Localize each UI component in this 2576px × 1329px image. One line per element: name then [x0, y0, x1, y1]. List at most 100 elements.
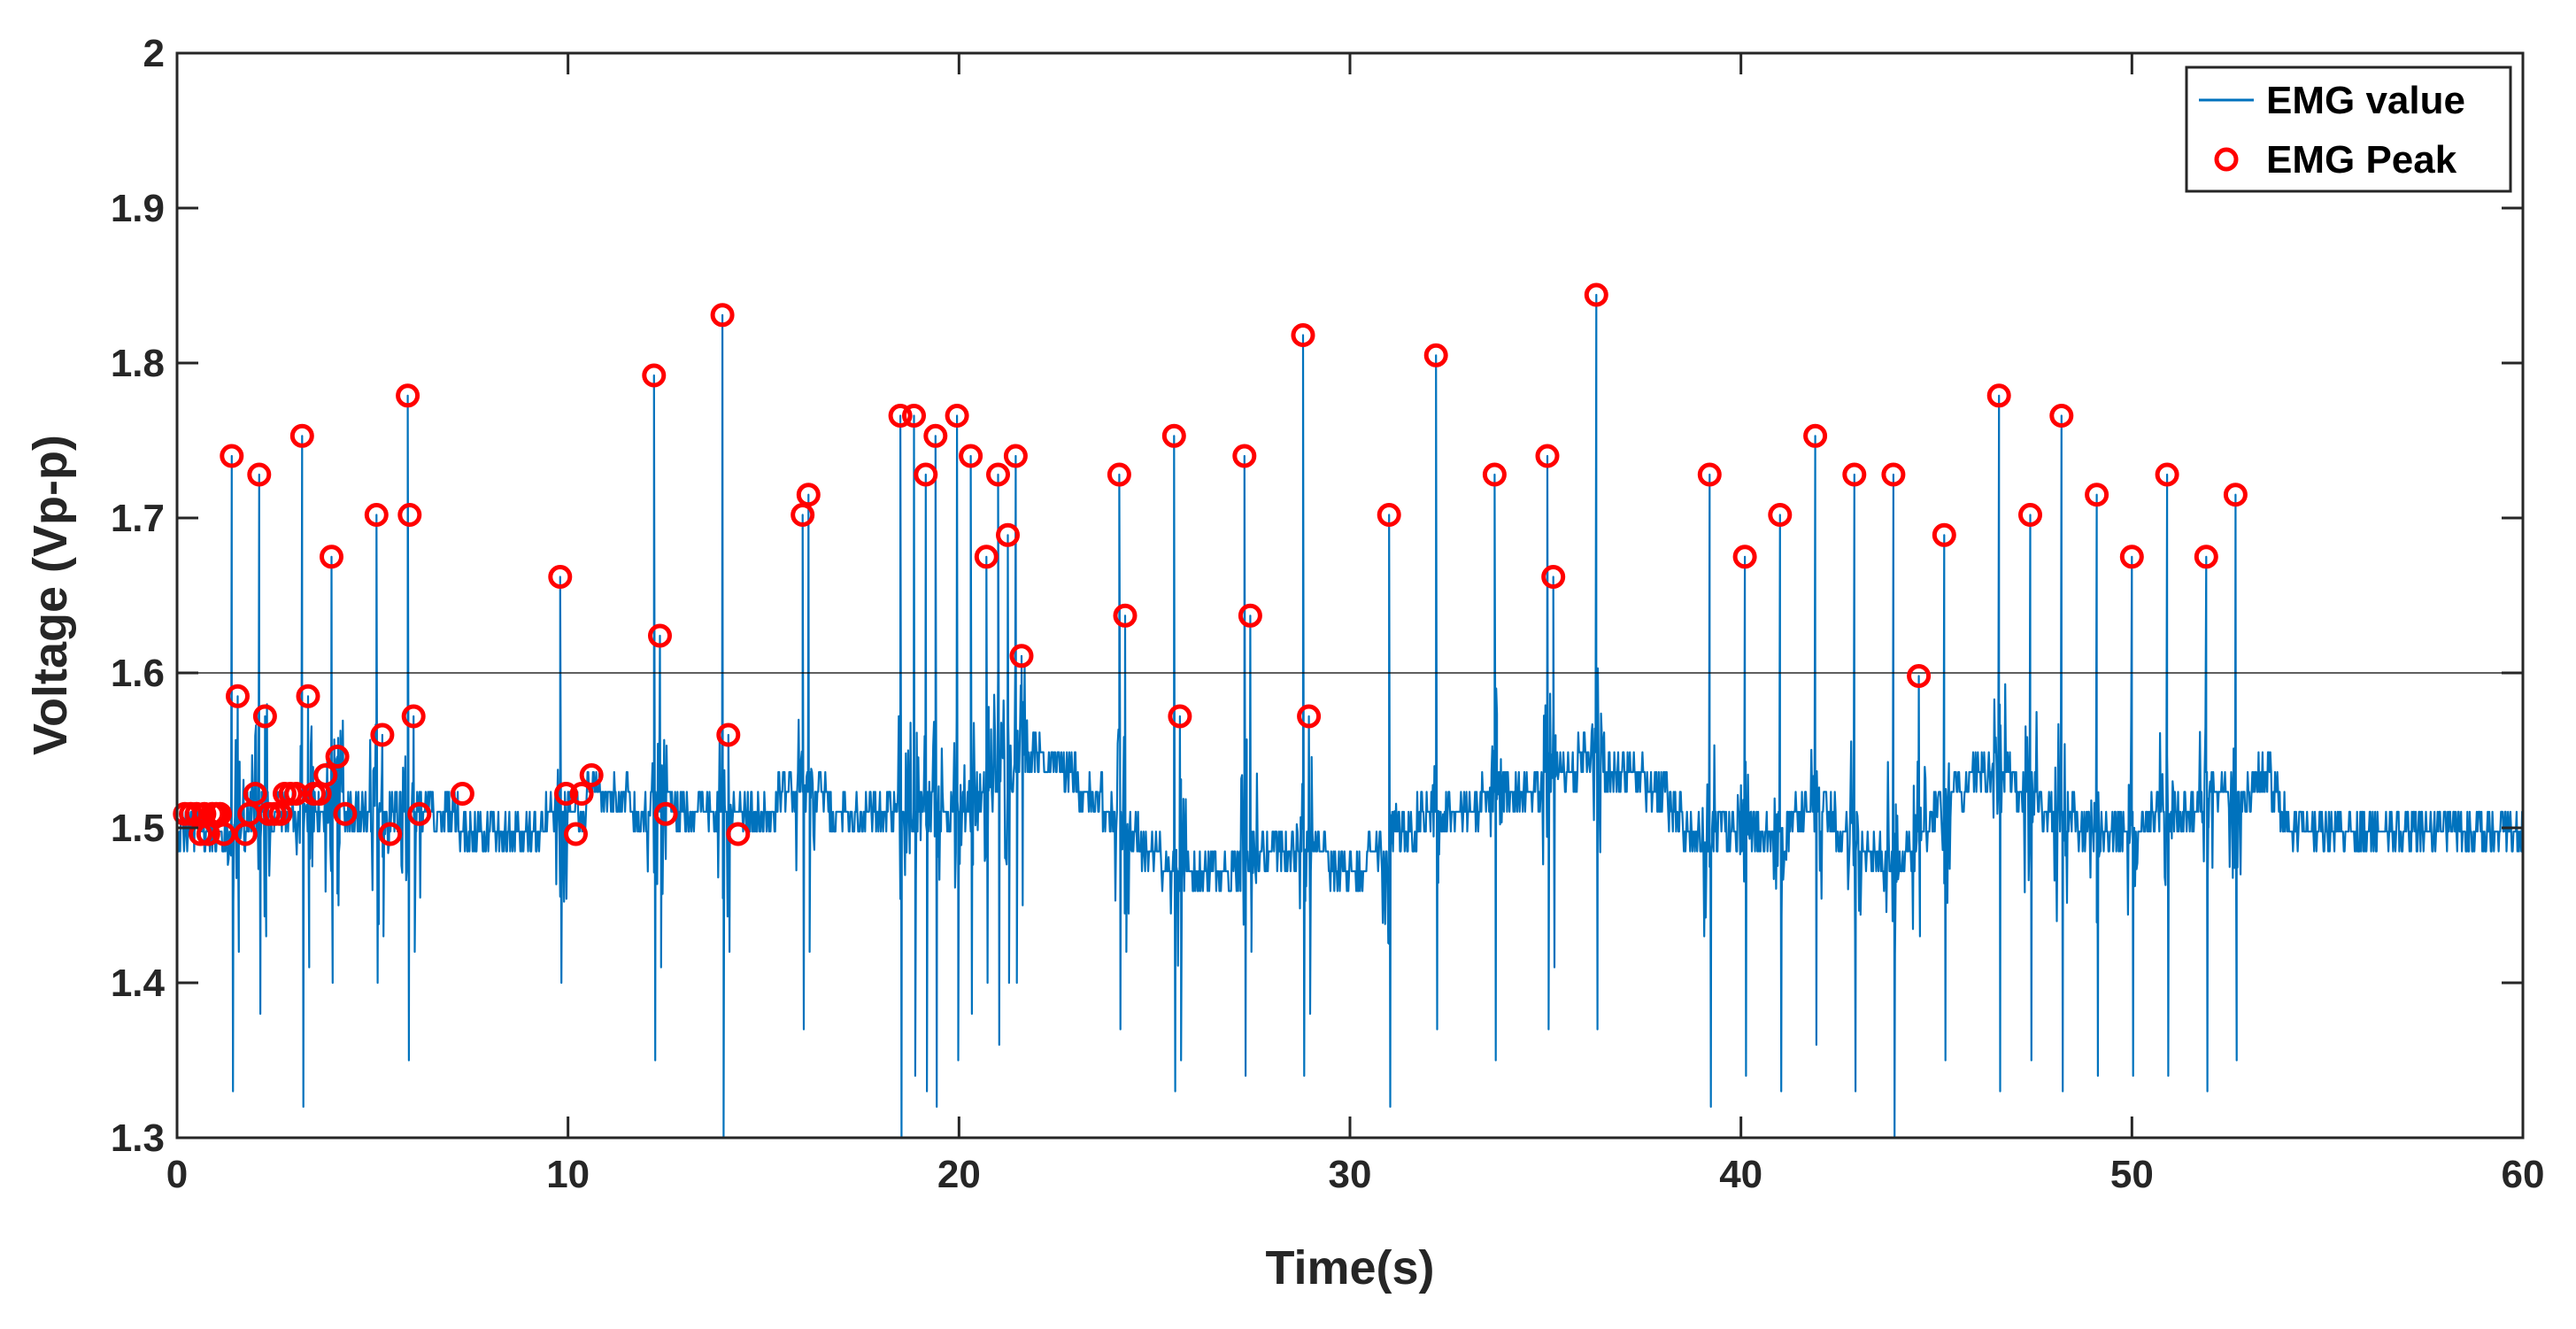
peak-marker — [1732, 545, 1757, 569]
peak-marker — [289, 423, 314, 448]
peak-marker — [648, 623, 672, 648]
peak-marker — [2018, 503, 2042, 527]
emg-value-series — [175, 293, 2525, 1140]
y-axis-label: Voltage (Vp-p) — [24, 435, 77, 755]
peak-marker — [1842, 462, 1867, 487]
peak-marker — [1932, 522, 1956, 547]
peak-marker — [923, 423, 948, 448]
y-tick-label: 1.8 — [111, 342, 165, 385]
peak-marker — [333, 801, 358, 826]
x-axis-ticks: 0 10 20 30 40 50 60 — [166, 53, 2545, 1196]
peak-marker — [1232, 444, 1257, 468]
peak-marker — [642, 363, 667, 388]
y-axis-ticks: 1.3 1.4 1.5 1.6 1.7 1.8 1.9 2 — [111, 32, 2523, 1160]
peak-marker — [1107, 462, 1131, 487]
peak-marker — [974, 545, 999, 569]
peak-marker — [653, 801, 678, 826]
x-tick-label: 50 — [2110, 1153, 2154, 1196]
x-tick-label: 10 — [546, 1153, 590, 1196]
peak-marker — [1297, 704, 1322, 729]
y-tick-label: 1.9 — [111, 187, 165, 230]
peak-marker — [450, 782, 474, 806]
y-tick-label: 1.4 — [111, 962, 166, 1005]
peak-marker — [1768, 503, 1793, 527]
peak-marker — [1881, 462, 1906, 487]
peak-marker — [401, 704, 426, 729]
peak-marker — [902, 404, 926, 428]
peak-marker — [226, 684, 250, 708]
y-tick-label: 1.5 — [111, 807, 165, 850]
peak-marker — [296, 684, 320, 708]
x-tick-label: 20 — [937, 1153, 981, 1196]
peak-marker — [1482, 462, 1507, 487]
emg-signal-line — [175, 293, 2525, 1140]
y-tick-label: 1.6 — [111, 652, 165, 695]
x-axis-label: Time(s) — [1265, 1241, 1434, 1294]
peak-marker — [710, 303, 735, 328]
peak-marker — [1986, 383, 2011, 408]
peak-marker — [1535, 444, 1560, 468]
y-tick-label: 1.3 — [111, 1117, 165, 1160]
peak-marker — [716, 722, 741, 747]
peak-marker — [1377, 503, 1401, 527]
peak-marker — [243, 782, 267, 806]
peak-marker — [1003, 444, 1028, 468]
peak-marker — [1697, 462, 1722, 487]
legend-circle-swatch — [2214, 147, 2239, 172]
peak-marker — [1113, 603, 1138, 628]
peak-marker — [1584, 282, 1608, 307]
peak-marker — [407, 801, 432, 826]
peak-marker — [791, 503, 815, 527]
peak-marker — [2223, 483, 2248, 507]
legend-label-emg-value: EMG value — [2266, 79, 2465, 122]
peak-marker — [888, 404, 913, 428]
peak-marker — [1541, 565, 1566, 589]
peak-marker — [945, 404, 969, 428]
peak-marker — [796, 483, 821, 507]
peak-marker — [2049, 404, 2074, 428]
peak-marker — [986, 462, 1010, 487]
peak-marker — [1907, 664, 1932, 688]
legend-label-emg-peak: EMG Peak — [2266, 138, 2457, 182]
legend-box — [2185, 66, 2512, 193]
x-tick-label: 0 — [166, 1153, 188, 1196]
peak-marker — [325, 745, 350, 769]
peak-marker — [959, 444, 983, 468]
x-tick-label: 40 — [1719, 1153, 1762, 1196]
peak-marker — [1009, 644, 1034, 668]
peak-marker — [378, 822, 403, 846]
peak-marker — [370, 722, 395, 747]
peak-marker — [2155, 462, 2179, 487]
y-tick-label: 2 — [143, 32, 165, 75]
peak-marker — [579, 763, 604, 787]
peak-marker — [996, 522, 1020, 547]
legend: EMG value EMG Peak — [2185, 66, 2512, 193]
x-tick-label: 30 — [1329, 1153, 1372, 1196]
peak-marker — [396, 383, 420, 408]
y-tick-label: 1.7 — [111, 497, 165, 540]
peak-marker — [252, 704, 277, 729]
peak-marker — [2194, 545, 2218, 569]
plot-area — [177, 53, 2523, 1138]
peak-marker — [220, 444, 244, 468]
peak-marker — [2085, 483, 2109, 507]
peak-marker — [554, 782, 578, 806]
peak-marker — [564, 822, 588, 846]
peak-marker — [1423, 343, 1448, 367]
peak-marker — [914, 462, 938, 487]
peak-marker — [320, 545, 343, 569]
peak-marker — [1161, 423, 1186, 448]
peak-marker — [548, 565, 573, 589]
peak-marker — [1168, 704, 1192, 729]
x-tick-label: 60 — [2502, 1153, 2545, 1196]
emg-peak-series — [173, 282, 2248, 846]
peak-marker — [1238, 603, 1262, 628]
peak-marker — [726, 822, 751, 846]
peak-marker — [313, 763, 338, 787]
peak-marker — [364, 503, 389, 527]
peak-marker — [2119, 545, 2144, 569]
peak-marker — [397, 503, 422, 527]
peak-marker — [569, 782, 594, 806]
peak-marker — [1803, 423, 1828, 448]
